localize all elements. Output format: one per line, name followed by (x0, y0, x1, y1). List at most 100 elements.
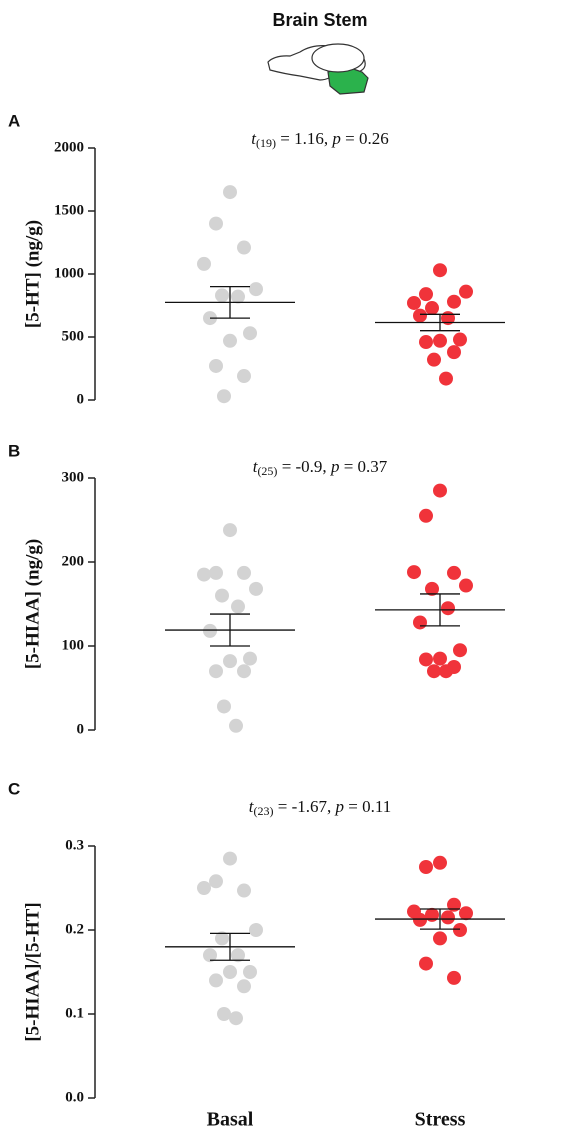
data-point (229, 718, 243, 733)
annotation: t(23) = -1.67, p = 0.11 (249, 797, 391, 818)
data-point (447, 565, 461, 580)
data-point (425, 907, 439, 922)
data-point (209, 216, 223, 231)
y-axis-title: [5-HIAA]/[5-HT] (22, 902, 43, 1041)
panel-label: C (8, 779, 20, 798)
data-point (425, 581, 439, 596)
figure-title: Brain Stem (272, 10, 367, 30)
y-axis-title: [5-HIAA] (ng/g) (22, 539, 43, 669)
data-point (215, 288, 229, 303)
data-point (249, 581, 263, 596)
y-axis-title: [5-HT] (ng/g) (22, 220, 43, 328)
data-point (203, 623, 217, 638)
data-point (209, 973, 223, 988)
error-bar (210, 613, 250, 647)
data-point (433, 855, 447, 870)
data-point (209, 664, 223, 679)
data-point (419, 508, 433, 523)
annotation-part: p (331, 129, 341, 148)
data-point (231, 948, 245, 963)
data-point (433, 931, 447, 946)
data-point (223, 654, 237, 669)
data-point (447, 897, 461, 912)
data-point (209, 565, 223, 580)
data-point (441, 910, 455, 925)
data-point (237, 979, 251, 994)
data-point (243, 965, 257, 979)
annotation-part: (25) (257, 464, 277, 478)
error-bar (420, 908, 460, 930)
error-bar (420, 593, 460, 627)
data-point (209, 874, 223, 889)
x-tick-label: Stress (415, 1109, 466, 1131)
data-point (433, 263, 447, 278)
data-point (453, 332, 467, 347)
data-point (419, 335, 433, 350)
data-point (217, 1007, 231, 1021)
data-point (433, 651, 447, 666)
data-point (243, 651, 257, 666)
data-point (223, 333, 237, 348)
data-point (237, 664, 251, 679)
data-point (441, 601, 455, 616)
y-tick-label: 100 (62, 637, 85, 653)
error-bar (420, 313, 460, 332)
data-point (419, 956, 433, 971)
data-point (215, 588, 229, 603)
data-point (427, 664, 441, 679)
data-point (223, 851, 237, 866)
error-bar (210, 932, 250, 961)
data-point (419, 652, 433, 667)
data-point (419, 860, 433, 874)
data-point (209, 358, 223, 373)
panel-label: B (8, 441, 20, 460)
y-tick-label: 500 (62, 328, 85, 344)
panel-label: A (8, 111, 20, 130)
y-tick-label: 1000 (54, 265, 84, 281)
data-point (217, 389, 231, 404)
annotation-part: = 0.37 (339, 457, 387, 476)
data-point (249, 923, 263, 937)
x-tick-label: Basal (207, 1109, 254, 1131)
data-point (459, 578, 473, 593)
y-tick-label: 1500 (54, 202, 84, 218)
data-point (223, 523, 237, 538)
annotation-part: t (249, 797, 255, 816)
data-point (447, 345, 461, 360)
data-point (433, 483, 447, 498)
data-point (407, 565, 421, 580)
data-point (223, 965, 237, 979)
annotation-part: = 0.26 (341, 129, 389, 148)
data-point (439, 371, 453, 386)
annotation-part: = -1.67, (274, 797, 336, 816)
data-point (459, 284, 473, 299)
data-point (237, 565, 251, 580)
data-point (433, 333, 447, 348)
data-point (237, 240, 251, 255)
data-point (203, 948, 217, 963)
data-point (223, 185, 237, 200)
annotation-part: = 0.11 (344, 797, 391, 816)
data-point (447, 294, 461, 309)
data-point (229, 1011, 243, 1026)
data-point (217, 699, 231, 714)
data-point (249, 282, 263, 297)
data-point (427, 352, 441, 367)
annotation-part: t (251, 129, 257, 148)
data-point (237, 369, 251, 384)
annotation-part: p (335, 797, 345, 816)
y-tick-label: 0.3 (65, 837, 84, 853)
data-point (237, 883, 251, 898)
annotation-part: = 1.16, (276, 129, 332, 148)
annotation: t(25) = -0.9, p = 0.37 (253, 457, 388, 478)
y-tick-label: 0 (77, 721, 85, 737)
y-tick-label: 0.1 (65, 1005, 84, 1021)
data-point (197, 881, 211, 895)
data-point (407, 295, 421, 310)
data-point (197, 256, 211, 271)
data-point (447, 970, 461, 985)
y-tick-label: 200 (62, 553, 85, 569)
annotation-part: = -0.9, (277, 457, 331, 476)
